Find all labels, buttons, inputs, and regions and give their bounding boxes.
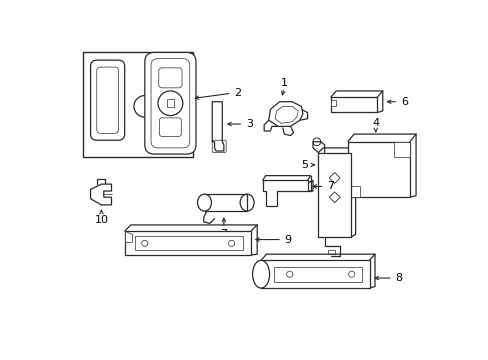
Polygon shape (393, 142, 409, 157)
FancyBboxPatch shape (90, 60, 124, 140)
Text: 6: 6 (400, 97, 407, 107)
Bar (327, 249, 335, 254)
Polygon shape (330, 97, 377, 112)
Polygon shape (330, 100, 336, 106)
Text: 1: 1 (280, 78, 287, 88)
Text: 8: 8 (395, 273, 402, 283)
Ellipse shape (252, 260, 269, 288)
Text: 2: 2 (234, 88, 241, 98)
Polygon shape (347, 186, 359, 197)
Text: 5: 5 (300, 160, 307, 170)
Bar (166, 99, 174, 107)
FancyBboxPatch shape (144, 53, 196, 154)
Text: 10: 10 (94, 215, 108, 225)
Bar (204, 194, 246, 211)
Polygon shape (347, 142, 409, 197)
Text: 9: 9 (284, 235, 291, 244)
Text: 3: 3 (245, 119, 252, 129)
Polygon shape (262, 180, 307, 206)
Ellipse shape (197, 194, 211, 211)
Text: 7: 7 (220, 229, 227, 239)
Polygon shape (124, 231, 132, 242)
Polygon shape (212, 102, 224, 151)
Polygon shape (268, 102, 302, 126)
Text: 4: 4 (371, 118, 379, 128)
Text: 7: 7 (326, 181, 334, 192)
Polygon shape (124, 231, 250, 255)
Polygon shape (318, 153, 350, 237)
Polygon shape (261, 260, 369, 288)
Polygon shape (90, 184, 111, 205)
